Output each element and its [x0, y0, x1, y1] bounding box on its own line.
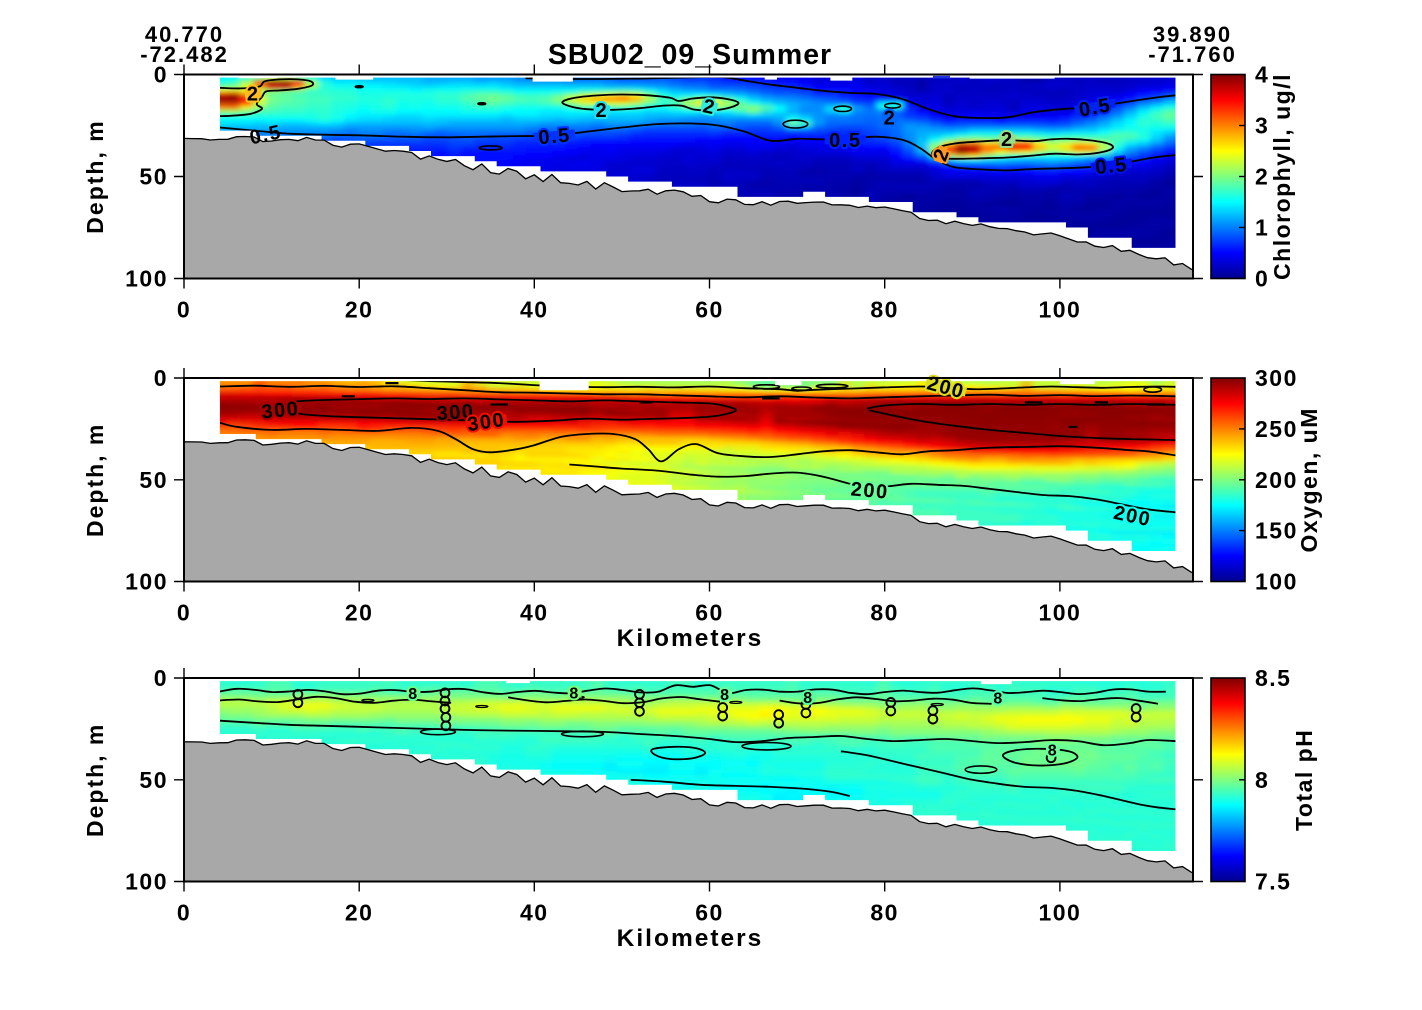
svg-text:39.890: 39.890 [1153, 22, 1232, 47]
svg-text:8: 8 [720, 687, 730, 704]
svg-text:Chlorophyll, ug/l: Chlorophyll, ug/l [1269, 73, 1295, 280]
svg-text:0: 0 [177, 297, 191, 323]
svg-text:150: 150 [1255, 518, 1298, 544]
svg-text:Depth, m: Depth, m [82, 723, 108, 837]
svg-text:60: 60 [695, 900, 724, 926]
svg-text:50: 50 [139, 164, 168, 190]
svg-text:0: 0 [177, 600, 191, 626]
svg-text:60: 60 [695, 600, 724, 626]
svg-text:8: 8 [993, 691, 1003, 708]
svg-text:80: 80 [870, 600, 899, 626]
svg-text:-71.760: -71.760 [1148, 42, 1237, 67]
svg-text:100: 100 [125, 869, 168, 895]
svg-text:2: 2 [884, 108, 897, 130]
svg-text:80: 80 [870, 900, 899, 926]
svg-text:2: 2 [1255, 164, 1269, 190]
svg-text:100: 100 [1255, 569, 1298, 595]
svg-text:300: 300 [260, 398, 300, 424]
svg-text:40: 40 [520, 297, 549, 323]
svg-text:100: 100 [1038, 600, 1081, 626]
svg-text:8: 8 [408, 686, 418, 703]
svg-text:0: 0 [154, 665, 168, 691]
svg-text:0: 0 [154, 62, 168, 88]
svg-text:20: 20 [345, 600, 374, 626]
svg-text:8: 8 [1048, 743, 1058, 760]
svg-text:0: 0 [177, 900, 191, 926]
svg-text:20: 20 [345, 297, 374, 323]
svg-text:100: 100 [125, 266, 168, 292]
svg-text:300: 300 [1255, 365, 1298, 391]
svg-text:20: 20 [345, 900, 374, 926]
svg-text:250: 250 [1255, 416, 1298, 442]
svg-text:100: 100 [1038, 900, 1081, 926]
svg-text:Kilometers: Kilometers [617, 925, 764, 952]
svg-text:200: 200 [1255, 467, 1298, 493]
svg-text:60: 60 [695, 297, 724, 323]
svg-text:4: 4 [1255, 62, 1269, 88]
svg-text:-72.482: -72.482 [140, 42, 229, 67]
svg-text:0.5: 0.5 [1094, 154, 1128, 179]
svg-text:0: 0 [154, 365, 168, 391]
svg-text:Total pH: Total pH [1291, 729, 1317, 831]
svg-text:SBU02_09_Summer: SBU02_09_Summer [548, 39, 832, 71]
svg-text:80: 80 [870, 297, 899, 323]
svg-text:50: 50 [139, 467, 168, 493]
svg-text:200: 200 [850, 478, 890, 503]
svg-text:100: 100 [1038, 297, 1081, 323]
svg-text:Depth, m: Depth, m [82, 423, 108, 537]
svg-text:100: 100 [125, 569, 168, 595]
svg-text:1: 1 [1255, 215, 1269, 241]
svg-text:Oxygen, uM: Oxygen, uM [1296, 407, 1322, 552]
svg-text:2: 2 [247, 83, 260, 105]
svg-text:2: 2 [1001, 129, 1014, 151]
svg-text:40: 40 [520, 600, 549, 626]
svg-text:8.5: 8.5 [1255, 665, 1291, 691]
svg-text:0.5: 0.5 [538, 125, 572, 150]
svg-text:40: 40 [520, 900, 549, 926]
svg-text:8: 8 [1255, 767, 1269, 793]
svg-text:2: 2 [595, 100, 608, 122]
svg-text:8: 8 [569, 686, 579, 703]
svg-text:50: 50 [139, 767, 168, 793]
svg-text:Depth, m: Depth, m [82, 119, 108, 233]
svg-text:7.5: 7.5 [1255, 869, 1291, 895]
svg-text:3: 3 [1255, 113, 1269, 139]
svg-text:40.770: 40.770 [145, 22, 224, 47]
svg-text:0.5: 0.5 [829, 130, 861, 152]
svg-text:8: 8 [803, 690, 813, 707]
svg-text:Kilometers: Kilometers [617, 625, 764, 652]
svg-text:0: 0 [1255, 266, 1269, 292]
